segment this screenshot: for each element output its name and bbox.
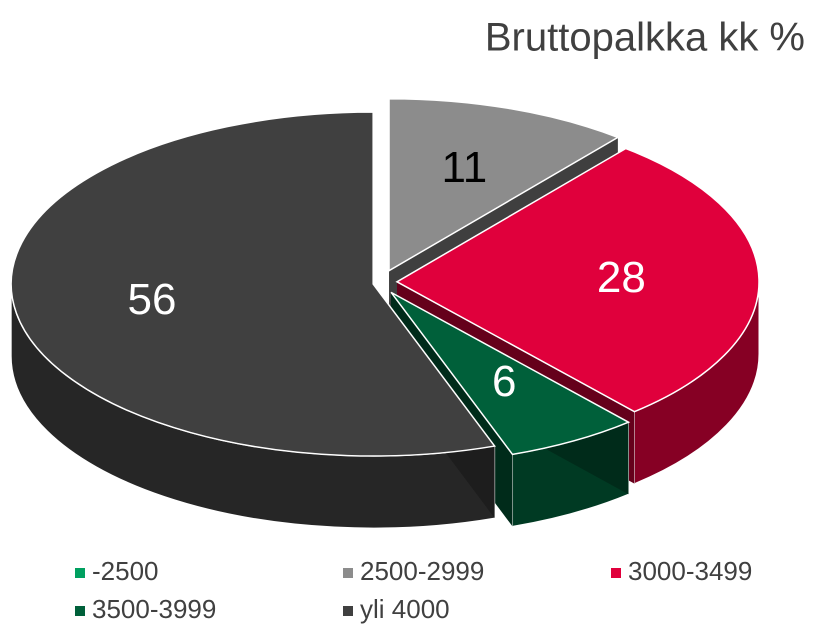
data-label: 56 xyxy=(128,275,177,324)
legend-swatch xyxy=(343,606,353,616)
legend-swatch xyxy=(75,606,85,616)
pie-slice xyxy=(10,111,496,457)
pie-slice xyxy=(390,291,631,456)
legend-swatch xyxy=(75,568,85,578)
data-label: 28 xyxy=(597,253,646,302)
data-label: 11 xyxy=(441,143,487,192)
pie-slice xyxy=(388,97,620,273)
pie-slice xyxy=(395,147,760,413)
legend-label: -2500 xyxy=(92,556,159,586)
pie-tops xyxy=(10,97,760,457)
legend-swatch xyxy=(343,568,353,578)
legend-label: 2500-2999 xyxy=(360,556,484,586)
legend-label: yli 4000 xyxy=(360,594,450,624)
legend-swatch xyxy=(611,568,621,578)
legend-label: 3000-3499 xyxy=(628,556,752,586)
legend: -2500 2500-2999 3000-3499 3500-3999 yli 4000 xyxy=(75,556,752,624)
legend-label: 3500-3999 xyxy=(92,594,216,624)
data-label: 6 xyxy=(492,357,516,406)
chart-title: Bruttopalkka kk % xyxy=(485,16,805,60)
data-labels: 11 28 6 56 xyxy=(128,143,646,406)
